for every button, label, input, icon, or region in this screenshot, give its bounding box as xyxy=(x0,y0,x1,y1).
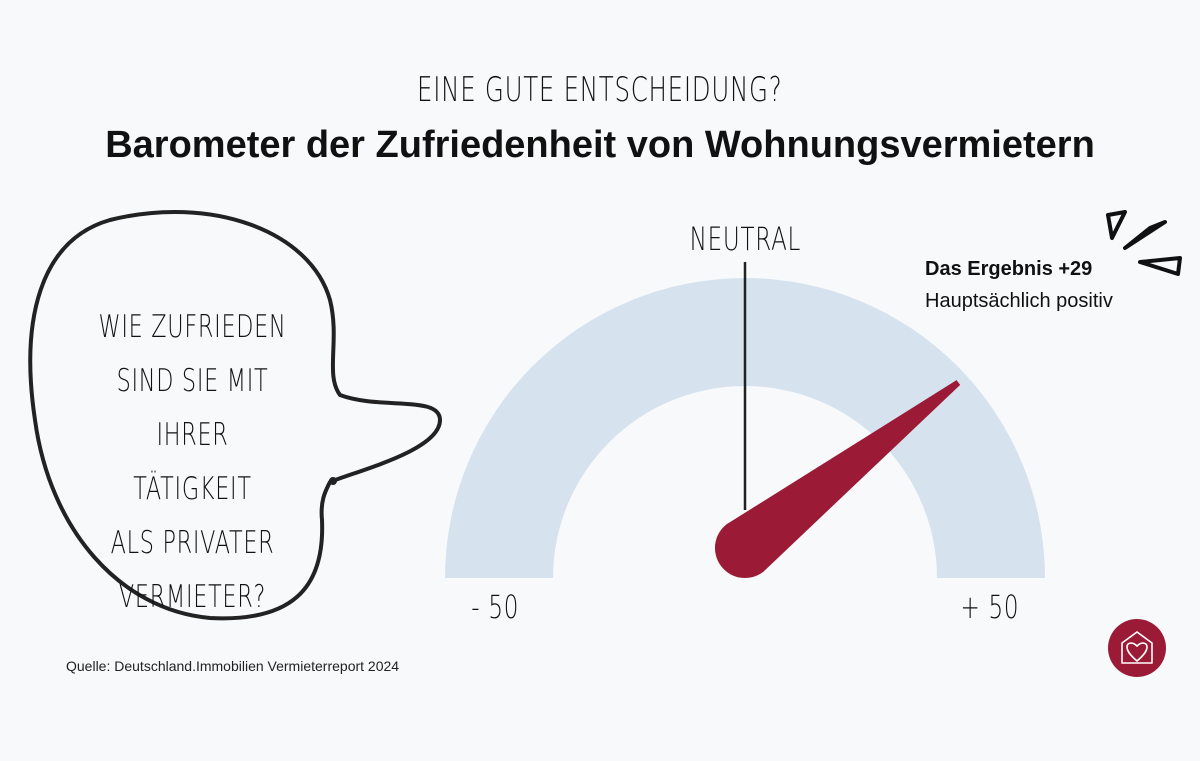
bubble-dot xyxy=(329,477,337,485)
result-title: Das Ergebnis +29 xyxy=(925,258,1093,280)
sparkle-icon xyxy=(1106,210,1182,276)
kicker-label: EINE GUTE ENTSCHEIDUNG? xyxy=(417,70,783,110)
house-heart-icon xyxy=(1121,631,1153,664)
bubble-line: WIE ZUFRIEDEN xyxy=(98,309,287,345)
min-text: - 50 xyxy=(471,588,519,626)
bubble-line: IHRER TÄTIGKEIT xyxy=(133,417,252,507)
page-title: Barometer der Zufriedenheit von Wohnungs… xyxy=(105,124,1095,166)
max-text: + 50 xyxy=(960,588,1020,626)
neutral-label: NEUTRAL xyxy=(645,220,845,258)
gauge-needle xyxy=(714,380,961,579)
bubble-line: SIND SIE MIT xyxy=(116,363,269,399)
brand-logo xyxy=(1108,619,1166,677)
kicker-text: EINE GUTE ENTSCHEIDUNG? xyxy=(0,70,1200,110)
result-text: Hauptsächlich positiv xyxy=(925,290,1113,312)
min-label: - 50 xyxy=(440,588,550,626)
max-label: + 50 xyxy=(935,588,1045,626)
gauge-arc xyxy=(445,278,1045,578)
bubble-line: ALS PRIVATER xyxy=(110,525,275,561)
neutral-text: NEUTRAL xyxy=(689,220,801,258)
speech-bubble xyxy=(28,209,442,621)
bubble-question: WIE ZUFRIEDEN SIND SIE MIT IHRER TÄTIGKE… xyxy=(60,300,325,624)
bubble-line: VERMIETER? xyxy=(118,579,267,615)
source-text: Quelle: Deutschland.Immobilien Vermieter… xyxy=(66,658,400,674)
